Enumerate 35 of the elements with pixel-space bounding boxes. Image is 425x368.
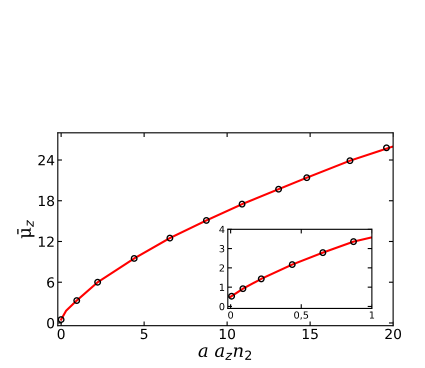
y-tick-label: 2: [220, 264, 224, 272]
y-tick-label: 12: [38, 236, 54, 247]
y-tick-label: 6: [47, 277, 54, 288]
point: [239, 285, 246, 292]
x-tick-label: 0,5: [294, 311, 308, 320]
y-axis-title: μ̄$_{z}$: [17, 220, 34, 238]
x-tick-label: 20: [385, 328, 402, 340]
point: [202, 216, 210, 224]
x-tick-label: 15: [302, 328, 318, 340]
point: [319, 249, 326, 256]
y-tick-label: 3: [220, 245, 224, 252]
y-tick-label: 18: [38, 196, 54, 206]
point: [238, 200, 246, 208]
y-tick-label: 24: [38, 154, 54, 166]
point: [228, 292, 236, 300]
x-tick-label: 0: [58, 328, 65, 340]
point: [275, 186, 282, 193]
x-tick-label: 0: [228, 311, 234, 319]
y-tick-label: 0: [219, 302, 224, 310]
y-tick-label: 4: [219, 226, 224, 233]
x-tick-label: 1: [370, 311, 374, 319]
point: [383, 144, 390, 152]
x-tick-label: 5: [140, 328, 148, 340]
point: [303, 174, 310, 182]
x-axis-title: a a$_{z}$n$_{2}$: [198, 347, 252, 360]
point: [350, 238, 357, 246]
point: [166, 234, 174, 242]
point: [288, 261, 296, 268]
point: [258, 275, 265, 282]
point: [130, 254, 138, 262]
point: [73, 297, 80, 304]
point: [346, 157, 354, 164]
point: [94, 278, 102, 286]
y-tick-label: 1: [220, 284, 224, 291]
x-tick-label: 10: [220, 328, 236, 340]
